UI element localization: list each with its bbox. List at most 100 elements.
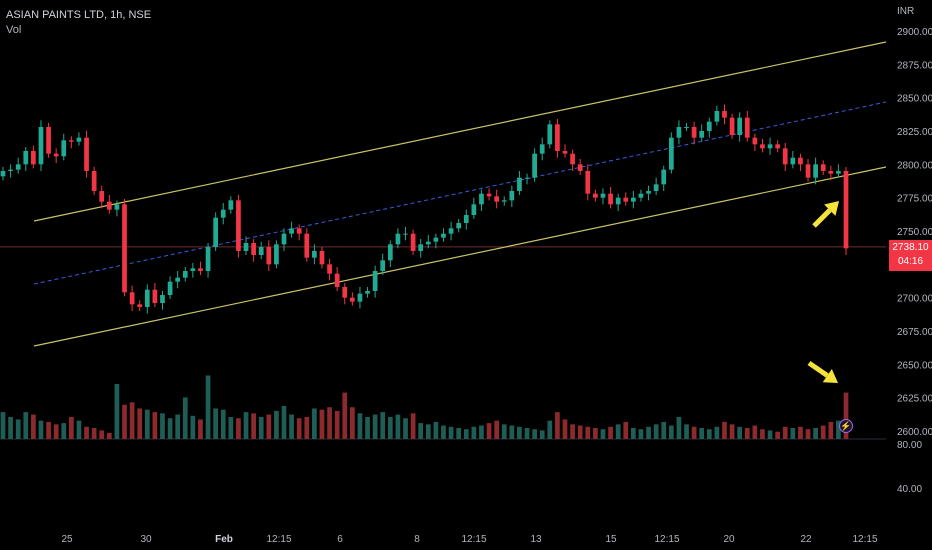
candle-body (805, 164, 811, 178)
candle-body (228, 200, 234, 210)
candle-body (251, 243, 256, 255)
volume-bar (524, 428, 530, 439)
candle-body (441, 233, 446, 238)
candle-body (486, 193, 492, 197)
candle-body (615, 197, 621, 205)
volume-bar (342, 392, 348, 439)
candle-body (706, 121, 712, 131)
candle-body (99, 191, 105, 202)
volume-bar (729, 424, 735, 439)
volume-bar (106, 432, 112, 439)
candle-body (828, 171, 834, 174)
volume-bar (775, 431, 781, 439)
volume-bar (15, 419, 21, 439)
candle-body (327, 264, 332, 274)
volume-label[interactable]: Vol (6, 24, 22, 36)
volume-bar (555, 412, 560, 439)
volume-bar (258, 417, 264, 439)
volume-bar (387, 417, 393, 439)
candle-body (76, 137, 82, 142)
currency-label: INR (897, 6, 915, 17)
candle-body (790, 157, 796, 165)
price-tick-label: 2850.00 (897, 94, 932, 105)
volume-tick-label: 80.00 (897, 440, 922, 451)
candle-body (175, 277, 181, 282)
candle-body (213, 217, 219, 247)
volume-bar (706, 429, 712, 439)
volume-bar (532, 429, 537, 439)
volume-bar (782, 426, 788, 439)
volume-bar (372, 414, 378, 439)
volume-bar (198, 419, 203, 439)
volume-bar (562, 419, 568, 439)
volume-bar (760, 429, 765, 439)
candle-body (691, 127, 697, 138)
volume-bar (327, 407, 332, 439)
time-tick-label: 13 (530, 534, 542, 545)
volume-bar (615, 424, 621, 439)
volume-bar (653, 424, 659, 439)
candle-body (630, 197, 636, 202)
lightning-icon[interactable]: ⚡ (839, 419, 853, 433)
candle-body (152, 289, 158, 303)
volume-bar (144, 409, 150, 439)
candle-body (722, 111, 727, 118)
volume-bar (737, 426, 743, 439)
candle-body (418, 244, 424, 251)
time-tick-label: 6 (337, 534, 343, 545)
volume-bar (160, 413, 165, 439)
candle-body (570, 153, 575, 165)
candle-body (638, 193, 644, 198)
volume-bar (714, 426, 720, 439)
volume-bar (828, 421, 834, 439)
volume-bar (213, 408, 219, 439)
candle-body (296, 228, 302, 234)
symbol-title[interactable]: ASIAN PAINTS LTD, 1h, NSE (6, 9, 152, 21)
volume-bar (182, 397, 188, 439)
volume-bar (798, 426, 803, 439)
volume-bar (448, 426, 454, 439)
candle-body (160, 295, 165, 303)
candle-body (23, 151, 29, 165)
candle-body (114, 204, 120, 210)
candle-body (775, 144, 781, 149)
volume-bar (820, 425, 826, 439)
volume-bar (699, 428, 705, 439)
volume-bar (349, 407, 355, 439)
candle-body (53, 153, 59, 157)
candle-body (38, 127, 44, 165)
candle-body (433, 237, 439, 242)
candle-body (760, 144, 765, 149)
volume-bar (274, 410, 279, 439)
candle-body (729, 117, 735, 135)
volume-bar (84, 426, 89, 439)
volume-bar (266, 414, 272, 439)
volume-bar (456, 428, 462, 439)
volume-bar (752, 425, 758, 439)
candle-body (129, 292, 135, 305)
candle-body (547, 124, 553, 145)
time-tick-label: 12:15 (852, 534, 877, 545)
volume-bar (296, 418, 302, 439)
volume-bar (61, 423, 67, 439)
price-tick-label: 2825.00 (897, 127, 932, 138)
candle-body (836, 171, 841, 174)
candle-body (410, 233, 416, 251)
volume-bar (547, 420, 553, 439)
candle-body (46, 127, 51, 154)
volume-bar (220, 409, 226, 439)
candle-body (737, 117, 743, 135)
candle-body (31, 151, 36, 165)
candle-body (266, 247, 272, 265)
candle-body (167, 281, 173, 295)
candle-body (843, 171, 849, 249)
candle-body (752, 137, 758, 145)
time-tick-label: 8 (414, 534, 420, 545)
candle-body (699, 131, 705, 138)
volume-bar (243, 412, 249, 439)
candle-body (15, 164, 21, 170)
volume-tick-label: 40.00 (897, 484, 922, 495)
volume-bar (486, 423, 492, 439)
volume-bar (668, 425, 674, 439)
